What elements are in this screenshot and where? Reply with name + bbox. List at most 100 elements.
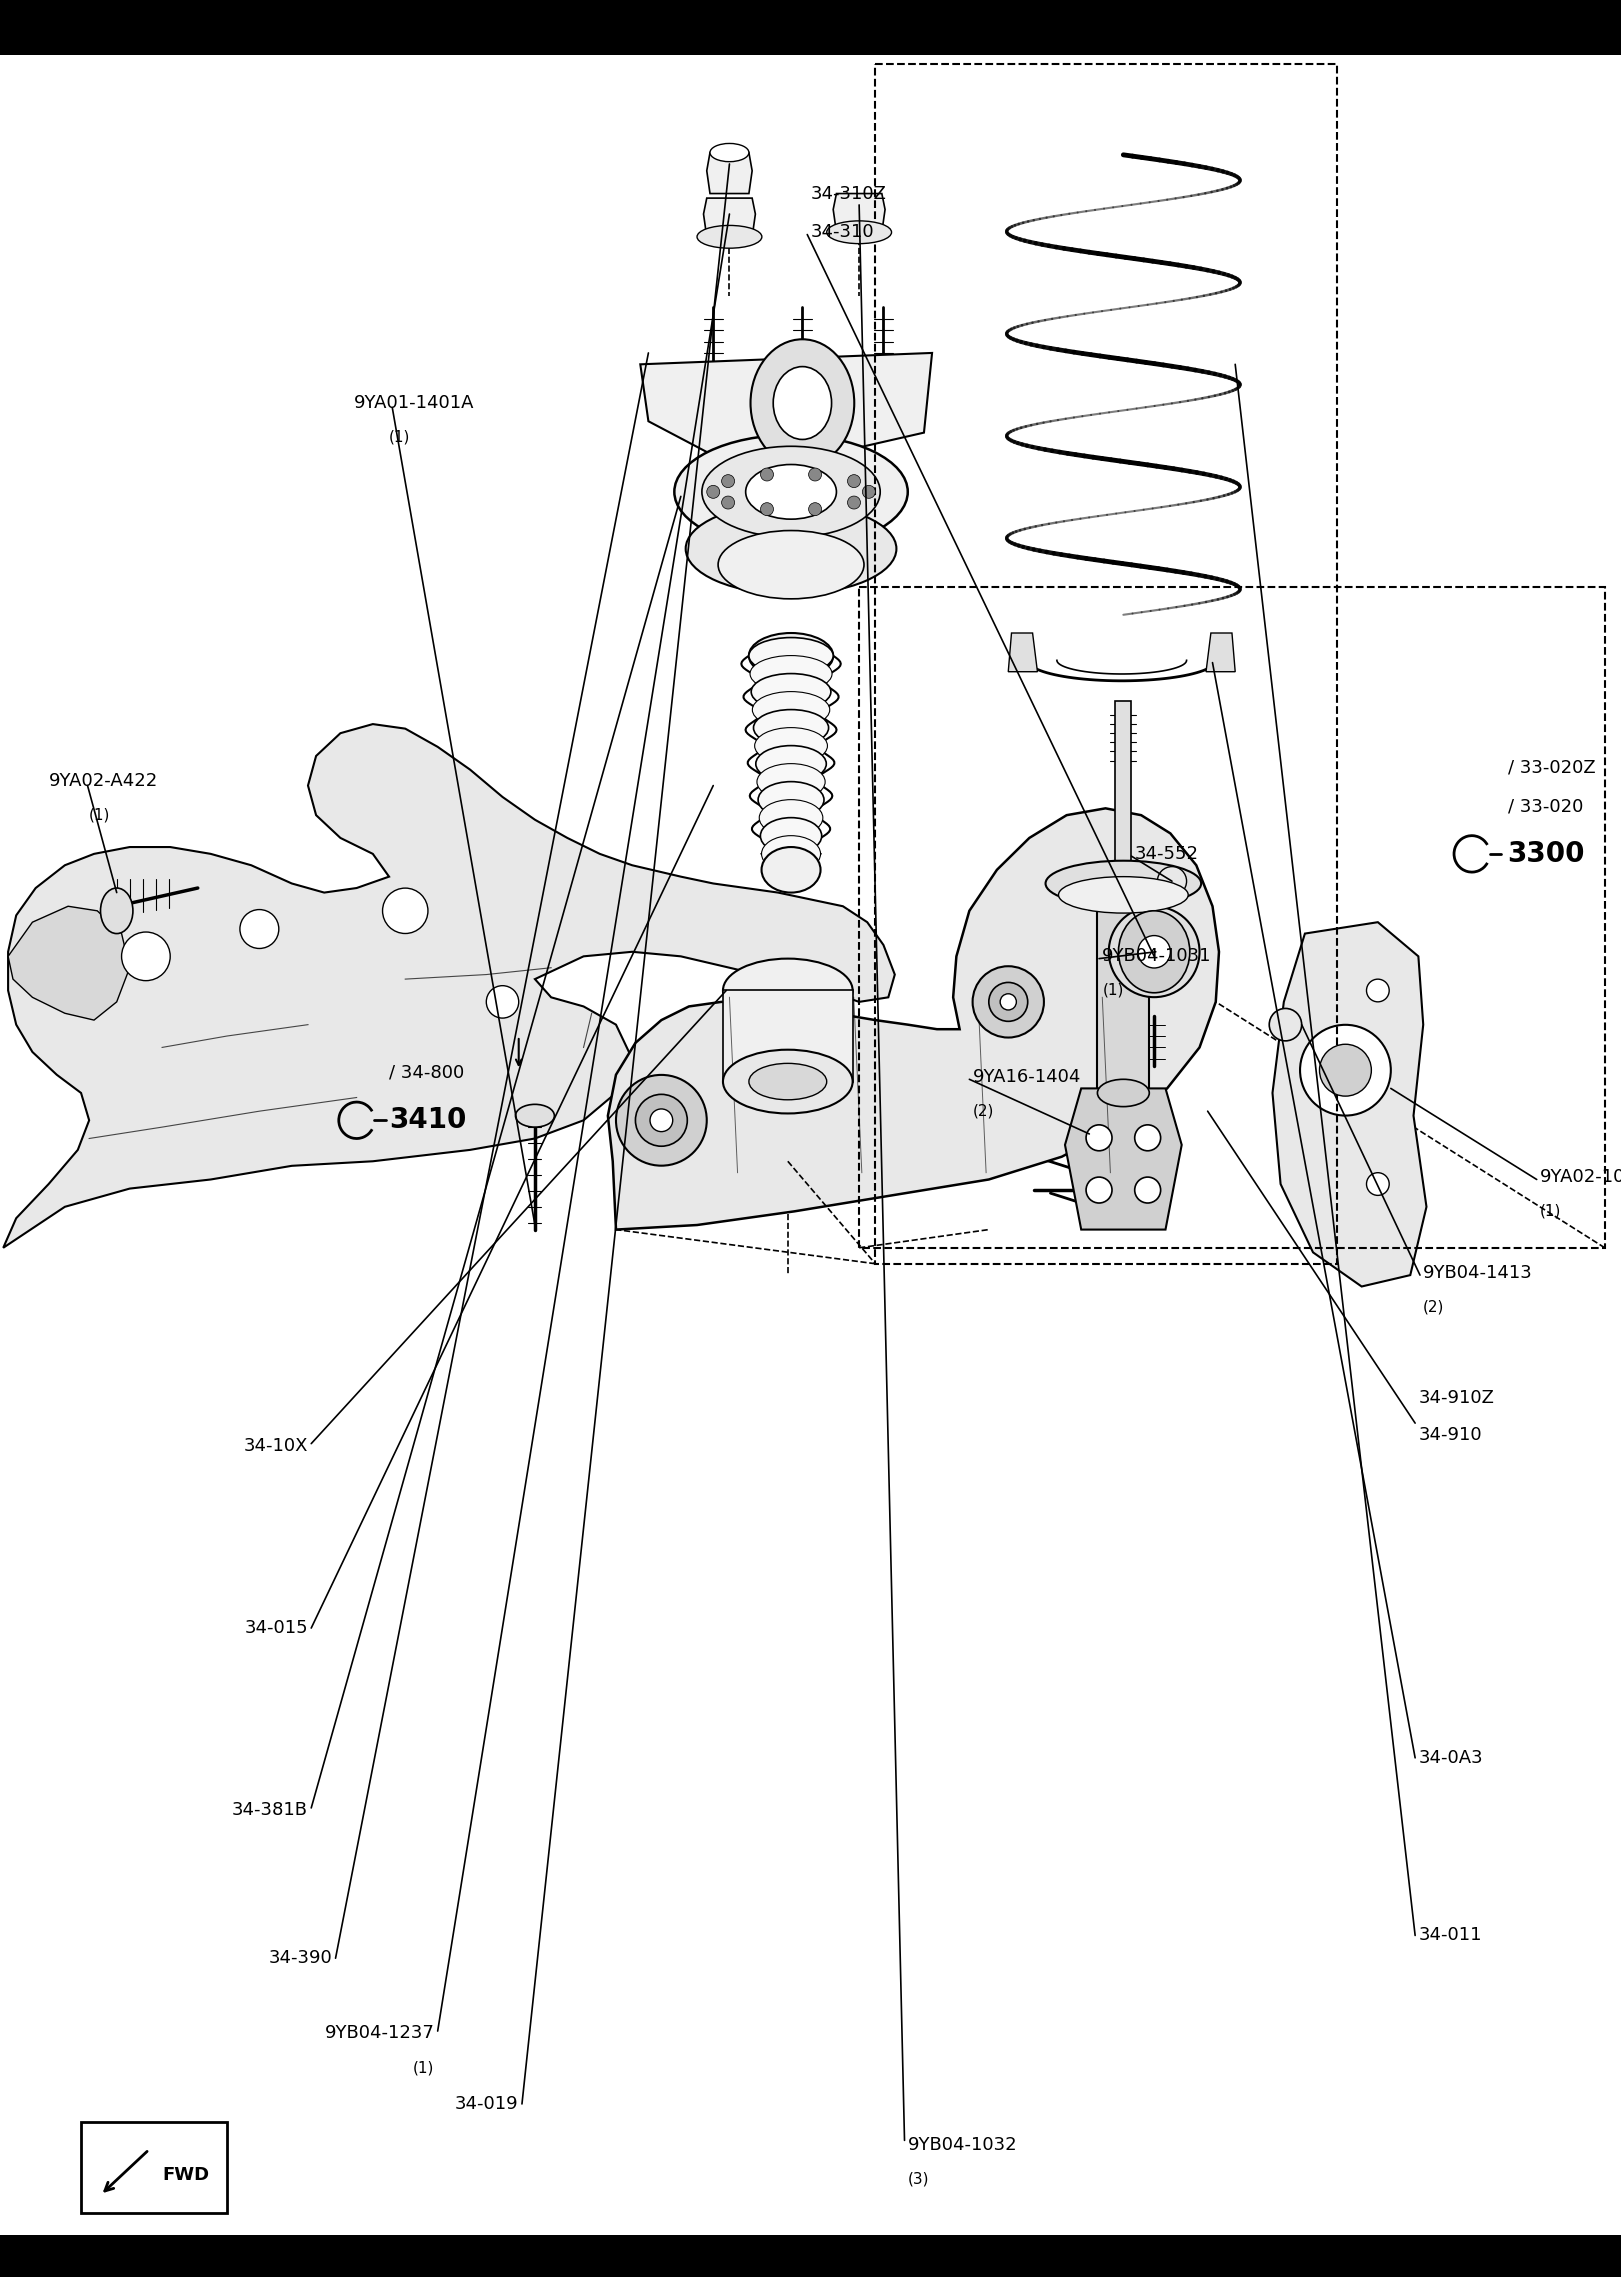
Ellipse shape: [1118, 911, 1190, 993]
Ellipse shape: [827, 221, 892, 244]
Text: (1): (1): [1540, 1205, 1561, 1218]
Circle shape: [1300, 1025, 1391, 1116]
Ellipse shape: [760, 817, 822, 854]
Text: 34-011: 34-011: [1418, 1926, 1482, 1945]
Polygon shape: [8, 906, 130, 1020]
Ellipse shape: [515, 1104, 554, 1127]
Text: 34-381B: 34-381B: [232, 1801, 308, 1819]
Text: 9YB04-1032: 9YB04-1032: [908, 2136, 1018, 2154]
Polygon shape: [3, 724, 895, 1248]
Circle shape: [240, 909, 279, 950]
Circle shape: [848, 496, 861, 510]
Circle shape: [809, 503, 822, 515]
Text: 3410: 3410: [389, 1107, 467, 1134]
Circle shape: [973, 965, 1044, 1038]
Polygon shape: [707, 153, 752, 194]
Ellipse shape: [759, 781, 823, 817]
Circle shape: [1367, 979, 1389, 1002]
Circle shape: [650, 1109, 673, 1132]
Circle shape: [760, 503, 773, 515]
Circle shape: [1140, 936, 1172, 968]
Ellipse shape: [773, 367, 832, 439]
Ellipse shape: [1059, 877, 1188, 913]
Ellipse shape: [751, 656, 832, 692]
Polygon shape: [640, 353, 932, 462]
Text: (1): (1): [389, 430, 410, 444]
Bar: [0, 0, 1621, 55]
Circle shape: [635, 1095, 687, 1145]
Ellipse shape: [751, 339, 854, 467]
Ellipse shape: [723, 959, 853, 1022]
Ellipse shape: [754, 710, 828, 747]
Text: (3): (3): [908, 2172, 929, 2186]
Ellipse shape: [1097, 874, 1149, 902]
Text: 34-015: 34-015: [245, 1619, 308, 1637]
Ellipse shape: [749, 638, 833, 674]
Text: 34-910Z: 34-910Z: [1418, 1389, 1495, 1407]
Text: 9YB04-1413: 9YB04-1413: [1423, 1264, 1533, 1282]
Circle shape: [848, 474, 861, 487]
Circle shape: [1000, 993, 1016, 1011]
Text: 34-390: 34-390: [269, 1949, 332, 1967]
Bar: [81, 2122, 227, 2213]
Circle shape: [760, 469, 773, 480]
Ellipse shape: [762, 836, 820, 872]
Bar: [723, 990, 853, 1082]
Text: / 34-800: / 34-800: [389, 1063, 464, 1082]
Circle shape: [1269, 1009, 1302, 1041]
Polygon shape: [1065, 1088, 1182, 1230]
Text: 9YB04-1237: 9YB04-1237: [324, 2024, 434, 2042]
Text: FWD: FWD: [162, 2165, 209, 2184]
Circle shape: [1138, 936, 1170, 968]
Circle shape: [1157, 868, 1187, 895]
Circle shape: [486, 986, 519, 1018]
Circle shape: [1319, 1045, 1371, 1095]
Circle shape: [1135, 1177, 1161, 1202]
Ellipse shape: [710, 143, 749, 162]
Ellipse shape: [755, 745, 827, 781]
Circle shape: [721, 496, 734, 510]
Text: 9YA16-1404: 9YA16-1404: [973, 1068, 1081, 1086]
Bar: [1115, 701, 1131, 979]
Text: / 33-020Z: / 33-020Z: [1508, 758, 1595, 776]
Text: 3300: 3300: [1508, 840, 1585, 868]
Circle shape: [1109, 906, 1200, 997]
Circle shape: [1367, 1173, 1389, 1195]
Text: 9YA02-101H: 9YA02-101H: [1540, 1168, 1621, 1186]
Ellipse shape: [1046, 861, 1201, 906]
Ellipse shape: [723, 1050, 853, 1113]
Circle shape: [383, 888, 428, 934]
Text: 9YA02-A422: 9YA02-A422: [49, 772, 157, 790]
Ellipse shape: [702, 446, 880, 537]
Text: (1): (1): [413, 2061, 434, 2074]
Circle shape: [862, 485, 875, 499]
Text: 34-310: 34-310: [810, 223, 874, 241]
Text: 34-310Z: 34-310Z: [810, 184, 887, 203]
Ellipse shape: [686, 503, 896, 594]
Text: 9YA01-1401A: 9YA01-1401A: [353, 394, 473, 412]
Ellipse shape: [759, 799, 823, 836]
Text: / 33-020: / 33-020: [1508, 797, 1582, 815]
Circle shape: [122, 931, 170, 981]
Bar: [859, 587, 1605, 1248]
Text: (2): (2): [1423, 1300, 1444, 1314]
Text: (1): (1): [1102, 984, 1123, 997]
Circle shape: [721, 474, 734, 487]
Ellipse shape: [101, 888, 133, 934]
Ellipse shape: [752, 692, 830, 729]
Circle shape: [989, 981, 1028, 1022]
Circle shape: [1086, 1177, 1112, 1202]
Text: 34-910: 34-910: [1418, 1425, 1482, 1444]
Ellipse shape: [718, 531, 864, 599]
Text: (2): (2): [973, 1104, 994, 1118]
Circle shape: [809, 469, 822, 480]
Bar: [1097, 888, 1149, 1093]
Circle shape: [616, 1075, 707, 1166]
Polygon shape: [704, 198, 755, 237]
Polygon shape: [1206, 633, 1235, 672]
Ellipse shape: [749, 633, 833, 679]
Text: 34-0A3: 34-0A3: [1418, 1749, 1483, 1767]
Text: 34-10X: 34-10X: [243, 1437, 308, 1455]
Circle shape: [1135, 1125, 1161, 1150]
Polygon shape: [1272, 922, 1426, 1287]
